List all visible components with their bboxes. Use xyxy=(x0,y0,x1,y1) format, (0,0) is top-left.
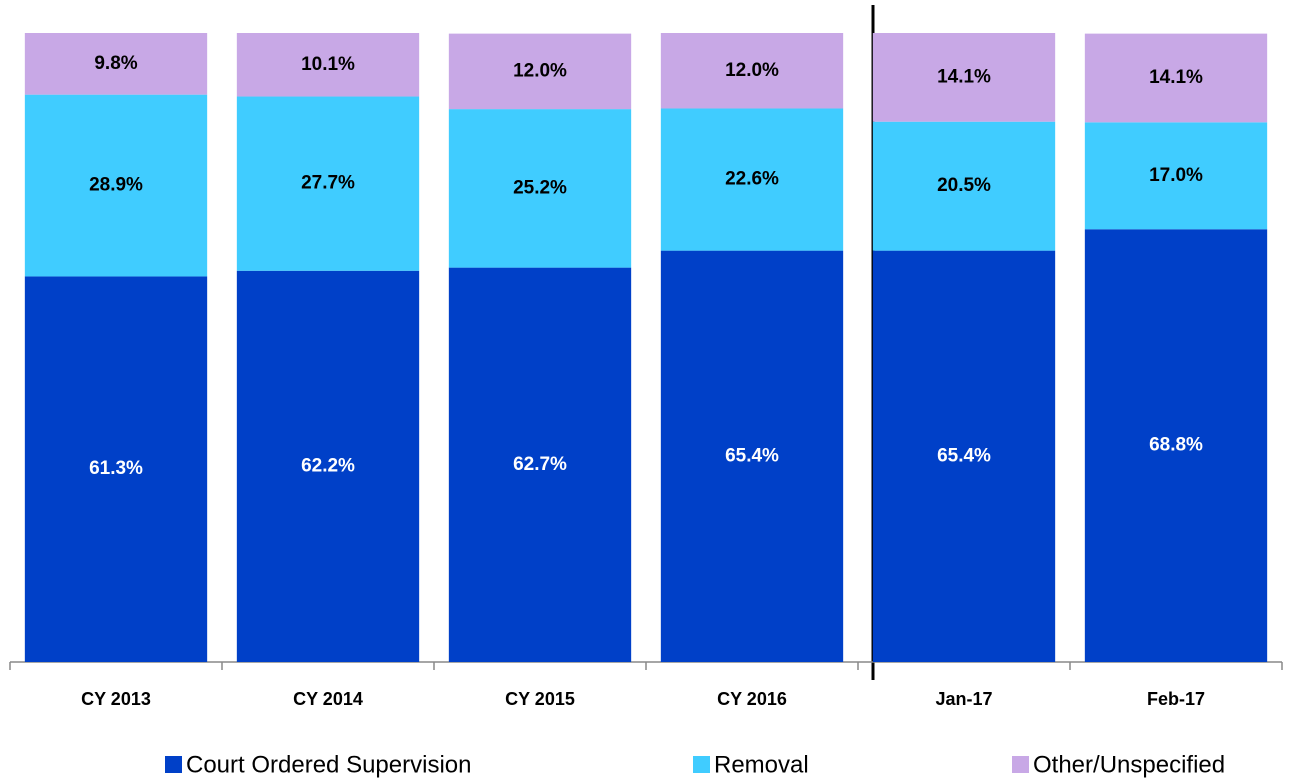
bar-segment xyxy=(660,33,844,109)
legend-swatch xyxy=(693,756,710,773)
x-tick-label: Jan-17 xyxy=(935,689,992,709)
bar-segment xyxy=(448,109,632,268)
bar-segment xyxy=(660,250,844,662)
bar-segment xyxy=(872,121,1056,251)
x-tick-label: CY 2015 xyxy=(505,689,575,709)
data-label: 61.3% xyxy=(89,458,143,479)
bar-segment xyxy=(448,33,632,110)
bar-segment xyxy=(872,250,1056,662)
data-label: 12.0% xyxy=(513,60,567,81)
bar-segment xyxy=(660,108,844,251)
bar-segment xyxy=(236,270,420,662)
x-tick-label: CY 2014 xyxy=(293,689,363,709)
legend-label: Court Ordered Supervision xyxy=(186,751,471,778)
legend-label: Other/Unspecified xyxy=(1033,751,1225,778)
data-label: 28.9% xyxy=(89,175,143,196)
bar-segment xyxy=(236,33,420,97)
x-tick-label: CY 2016 xyxy=(717,689,787,709)
data-label: 65.4% xyxy=(725,445,779,466)
bar-segment xyxy=(24,33,208,95)
bar-segment xyxy=(24,94,208,277)
data-label: 14.1% xyxy=(1149,67,1203,88)
data-label: 12.0% xyxy=(725,60,779,81)
legend-swatch xyxy=(1012,756,1029,773)
legend-swatch xyxy=(165,756,182,773)
data-label: 27.7% xyxy=(301,173,355,194)
data-label: 22.6% xyxy=(725,169,779,190)
data-label: 62.2% xyxy=(301,455,355,476)
bar-segment xyxy=(1084,122,1268,230)
bar-segment xyxy=(1084,33,1268,123)
data-label: 65.4% xyxy=(937,445,991,466)
bar-segment xyxy=(1084,229,1268,663)
x-tick-label: Feb-17 xyxy=(1147,689,1205,709)
legend-label: Removal xyxy=(714,751,809,778)
data-label: 25.2% xyxy=(513,177,567,198)
data-label: 9.8% xyxy=(94,53,137,74)
bar-segment xyxy=(872,33,1056,122)
bar-segment xyxy=(448,267,632,662)
data-label: 20.5% xyxy=(937,175,991,196)
data-label: 62.7% xyxy=(513,454,567,475)
data-label: 17.0% xyxy=(1149,165,1203,186)
bar-segment xyxy=(24,276,208,662)
x-tick-label: CY 2013 xyxy=(81,689,151,709)
data-label: 68.8% xyxy=(1149,435,1203,456)
data-label: 14.1% xyxy=(937,66,991,87)
data-label: 10.1% xyxy=(301,54,355,75)
bar-segment xyxy=(236,96,420,271)
